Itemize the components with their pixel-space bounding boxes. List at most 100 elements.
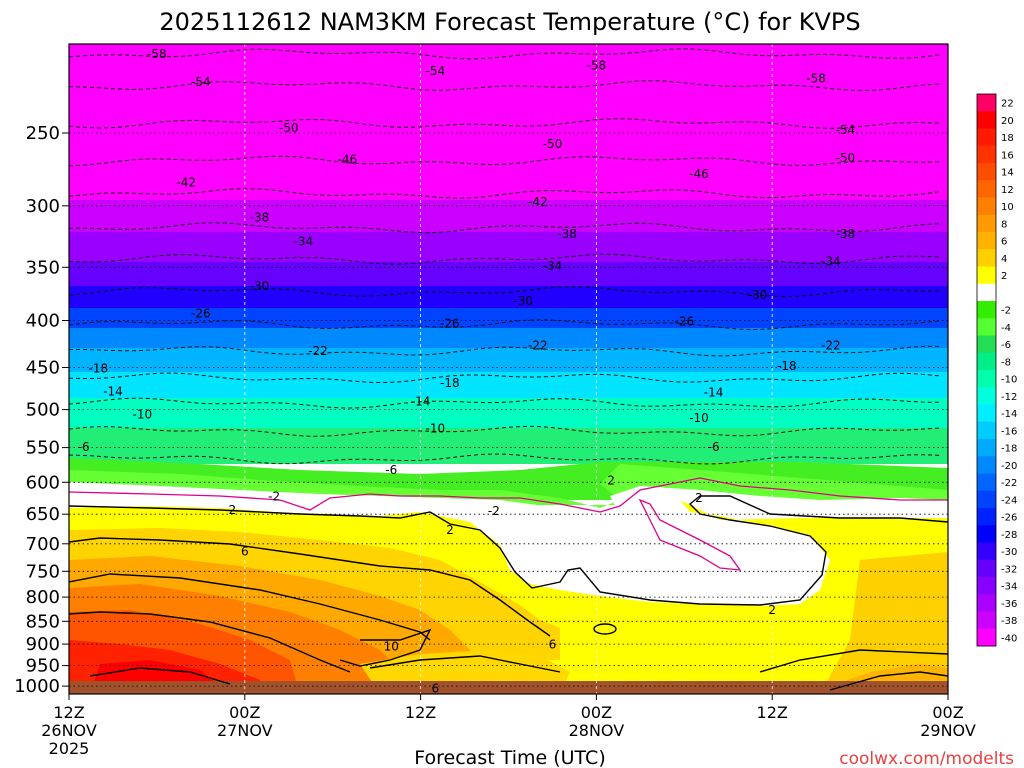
contour-6-lower [69, 573, 431, 641]
isotherm--26 [69, 319, 942, 330]
contour-label: -54 [836, 123, 856, 137]
colorbar-label: -10 [1001, 375, 1017, 386]
isotherm--14 [69, 397, 942, 409]
colorbar-label: 6 [1001, 237, 1007, 248]
contour-label: -30 [250, 279, 270, 293]
colorbar-swatch [977, 387, 996, 405]
contour-label: -58 [147, 47, 167, 61]
y-tick-label: 600 [26, 472, 60, 493]
colorbar-label: -22 [1001, 478, 1017, 489]
colorbar-swatch [977, 94, 996, 112]
contour-6 [69, 537, 551, 637]
isotherm--18 [69, 372, 942, 384]
contour-label: -22 [528, 339, 548, 353]
colorbar-label: -28 [1001, 530, 1017, 541]
x-tick-label: 00Z [581, 703, 612, 722]
contour-label: -18 [440, 376, 460, 390]
colorbar-label: -12 [1001, 392, 1017, 403]
y-tick-label: 250 [26, 123, 60, 144]
colorbar-label: 22 [1001, 99, 1014, 110]
contour-label: -38 [250, 211, 270, 225]
colorbar-swatch [977, 525, 996, 543]
colorbar-swatch [977, 214, 996, 233]
y-tick-label: 400 [26, 311, 60, 332]
colorbar-swatch [977, 577, 996, 595]
isotherm--38 [69, 222, 942, 234]
colorbar-swatch [977, 542, 996, 561]
contour-label: -2 [488, 504, 500, 518]
colorbar-swatch [977, 266, 996, 285]
colorbar-label: -20 [1001, 461, 1017, 472]
y-tick-label: 950 [26, 656, 60, 677]
isotherm--34 [69, 253, 942, 265]
colorbar-label: -24 [1001, 495, 1017, 506]
contour-10b [339, 628, 432, 667]
contour-label: -46 [337, 152, 357, 166]
contour-label: -26 [440, 317, 460, 331]
colorbar-label: -4 [1001, 323, 1011, 334]
colorbar-label: 12 [1001, 185, 1014, 196]
contour-label: -50 [836, 151, 856, 165]
contour-label: -2 [268, 490, 280, 504]
plot-frame [68, 43, 949, 695]
contour-label: -18 [777, 359, 797, 373]
isotherm--30 [69, 286, 942, 298]
colorbar-label: -14 [1001, 409, 1017, 420]
isotherm--10 [69, 425, 942, 437]
contour-label: 2 [446, 523, 454, 537]
x-tick-label: 2025 [49, 739, 90, 758]
x-tick-label: 29NOV [920, 721, 976, 740]
plot-area: -58 -58 -58 -54 -54 -54 -50 -50 -50 -46 -46 -42 -42 -… [69, 44, 948, 696]
colorbar-swatch [977, 404, 996, 423]
contour-label: -30 [748, 288, 768, 302]
x-tick-label: 28NOV [569, 721, 625, 740]
y-tick-label: 500 [26, 400, 60, 421]
contour-label: -34 [543, 259, 563, 273]
y-tick-label: 300 [26, 196, 60, 217]
colorbar-swatch [977, 456, 996, 474]
colorbar-swatch [977, 128, 996, 147]
grid-lines [69, 44, 948, 694]
y-tick-label: 550 [26, 438, 60, 459]
contour-label: -10 [689, 411, 709, 425]
colorbar-swatch [977, 145, 996, 164]
contour-label: -6 [385, 463, 397, 477]
contour-label: -38 [836, 227, 856, 241]
colorbar-swatch [977, 473, 996, 492]
contour-label: -54 [425, 64, 445, 78]
colorbar-label: -18 [1001, 444, 1017, 455]
x-tick-label: 00Z [932, 703, 963, 722]
contour-label: -46 [689, 167, 709, 181]
contour-label: -2 [224, 503, 236, 517]
contour-label: 6 [549, 638, 557, 652]
y-tick-label: 1000 [14, 676, 60, 697]
colorbar-swatch [977, 335, 996, 354]
ground [69, 681, 948, 694]
contour-label: -26 [674, 315, 694, 329]
contour-10-core [89, 667, 231, 685]
isotherm--42 [69, 188, 942, 199]
colorbar-label: -36 [1001, 599, 1017, 610]
freezing-line [69, 477, 948, 571]
x-tick-label: 00Z [229, 703, 260, 722]
colorbar-label: 2 [1001, 271, 1007, 282]
contour-label: 6 [431, 682, 439, 696]
contour-label: 2 [695, 491, 703, 505]
colorbar-label: 14 [1001, 168, 1014, 179]
contour-label: -50 [279, 121, 299, 135]
isotherm--58 [69, 48, 942, 60]
contour-label: -34 [821, 255, 841, 269]
credit-link[interactable]: coolwx.com/modelts [839, 749, 1014, 768]
colorbar-swatch [977, 490, 996, 509]
isotherm--50 [69, 118, 942, 129]
contour-lines-solid [69, 495, 948, 691]
contour-label: -18 [88, 361, 108, 375]
contour-6-right [829, 671, 948, 691]
contour-label: -10 [132, 407, 152, 421]
freezing-contour [69, 477, 948, 513]
colorbar-swatch [977, 628, 996, 647]
colorbar-label: -34 [1001, 582, 1017, 593]
contour-label: -34 [294, 234, 314, 248]
y-tick-label: 350 [26, 257, 60, 278]
